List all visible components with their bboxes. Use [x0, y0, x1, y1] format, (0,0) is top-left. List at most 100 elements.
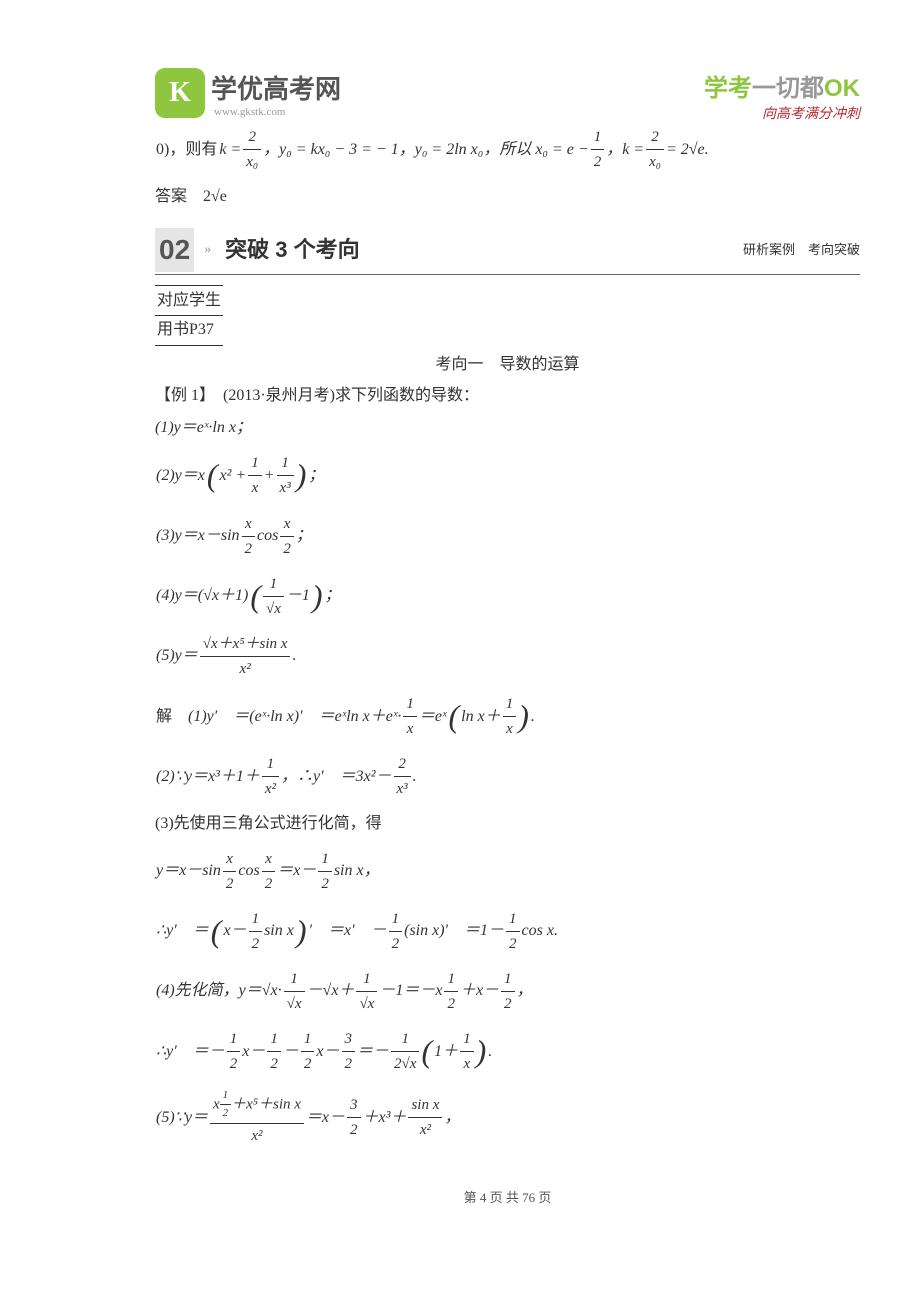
- fraction: sin xx²: [408, 1093, 442, 1142]
- denominator: √x: [284, 992, 305, 1016]
- fraction: 1x: [503, 692, 517, 741]
- eq-text: (4)y＝(√x＋1): [156, 583, 248, 609]
- fraction: 1x: [403, 692, 417, 741]
- eq-text: x－: [242, 1039, 265, 1065]
- eq-text: ∴y′ ＝－: [156, 1039, 225, 1065]
- reference-line-1: 对应学生: [155, 287, 223, 316]
- numerator: 1: [277, 451, 294, 476]
- paren-icon: ): [296, 450, 307, 501]
- numerator: 2: [243, 125, 261, 150]
- eq-text: ；: [296, 523, 312, 549]
- denominator: x²: [200, 657, 291, 681]
- denominator: x₀: [646, 150, 664, 174]
- eq-text: sin x: [264, 918, 294, 944]
- eq-text: ′ ＝x′ －: [309, 918, 387, 944]
- fraction: 12: [301, 1027, 315, 1076]
- numerator: x: [262, 847, 276, 872]
- fraction: 12: [501, 967, 515, 1016]
- denominator: 2: [506, 932, 520, 956]
- item-2: (2)y＝x ( x² + 1x + 1x³ ) ；: [155, 450, 860, 501]
- solution-label: 解: [156, 704, 172, 730]
- denominator: x³: [394, 777, 411, 801]
- eq-text: x² +: [220, 463, 247, 489]
- eq-text: x－: [223, 918, 246, 944]
- slogan: 学考一切都OK: [704, 68, 860, 103]
- eq-text: ＋x³＋: [363, 1105, 407, 1131]
- eq-text: ，: [517, 978, 533, 1004]
- eq-text: ＝x－: [277, 858, 316, 884]
- fraction: 12: [220, 1087, 232, 1123]
- eq-text: ；: [325, 583, 341, 609]
- eq-text: .: [531, 704, 535, 730]
- solution-3b: y＝x－sin x2 cos x2 ＝x－ 12 sin x，: [155, 847, 860, 896]
- numerator: 1: [284, 967, 305, 992]
- numerator: 1: [318, 847, 332, 872]
- fraction: 32: [342, 1027, 356, 1076]
- slogan-part2: 一切都: [752, 75, 824, 102]
- denominator: √x: [356, 992, 377, 1016]
- paren-icon: (: [421, 1026, 432, 1077]
- fraction: 32: [347, 1093, 361, 1142]
- paren-icon: (: [207, 450, 218, 501]
- fraction: 12: [389, 907, 403, 956]
- eq-text: ln x＋: [461, 704, 501, 730]
- denominator: 2: [280, 537, 294, 561]
- eq-text: 1＋: [434, 1039, 458, 1065]
- denominator: x²: [262, 777, 279, 801]
- numerator: 1: [263, 572, 284, 597]
- eq-text: ；: [308, 463, 324, 489]
- sub-slogan: 向高考满分冲刺: [704, 103, 860, 123]
- slogan-block: 学考一切都OK 向高考满分冲刺: [704, 68, 860, 123]
- fraction: x2: [242, 512, 256, 561]
- solution-3-text: (3)先使用三角公式进行化简，得: [155, 811, 860, 837]
- numerator: 1: [220, 1087, 232, 1106]
- item-4: (4)y＝(√x＋1) ( 1√x －1 ) ；: [155, 571, 860, 622]
- fraction: 2x³: [394, 752, 411, 801]
- denominator: 2: [347, 1118, 361, 1142]
- denominator: 2: [501, 992, 515, 1016]
- denominator: 2: [223, 872, 237, 896]
- eq-text: ＋x⁵＋sin x: [231, 1096, 301, 1112]
- denominator: x₀: [243, 150, 261, 174]
- fraction: 12: [506, 907, 520, 956]
- section-bar: 02 » 突破 3 个考向 研析案例 考向突破: [155, 228, 860, 276]
- eq-text: ，y₀ = kx₀ − 3 = − 1，y₀ = 2ln x₀，所以 x₀ = …: [263, 137, 589, 163]
- numerator: 1: [444, 967, 458, 992]
- eq-text: (2)∵y＝x³＋1＋: [156, 764, 260, 790]
- numerator: 1: [403, 692, 417, 717]
- denominator: x²: [408, 1118, 442, 1142]
- numerator: 1: [301, 1027, 315, 1052]
- numerator: 1: [506, 907, 520, 932]
- eq-text: cos: [257, 523, 278, 549]
- section-right-text: 研析案例 考向突破: [743, 240, 860, 261]
- denominator: 2: [227, 1052, 241, 1076]
- numerator: 1: [501, 967, 515, 992]
- solution-3c: ∴y′ ＝ ( x－ 12 sin x ) ′ ＝x′ － 12 (sin x)…: [155, 906, 860, 957]
- numerator: 1: [227, 1027, 241, 1052]
- top-equation: 0)，则有 k = 2x₀ ，y₀ = kx₀ − 3 = − 1，y₀ = 2…: [155, 125, 860, 174]
- fraction: 2x₀: [646, 125, 664, 174]
- subheading: 考向一 导数的运算: [155, 352, 860, 378]
- eq-text: .: [292, 643, 296, 669]
- fraction: 12: [227, 1027, 241, 1076]
- site-logo-block: K 学优高考网 www.gkstk.com: [155, 68, 341, 118]
- reference-line-2: 用书P37: [155, 316, 223, 344]
- fraction: x2: [280, 512, 294, 561]
- solution-1: 解 (1)y′ ＝(eˣ·ln x)′ ＝eˣln x＋eˣ· 1x ＝eˣ (…: [155, 691, 860, 742]
- eq-text: y＝x－sin: [156, 858, 221, 884]
- page-content: 0)，则有 k = 2x₀ ，y₀ = kx₀ − 3 = − 1，y₀ = 2…: [155, 125, 860, 1209]
- eq-text: (3)y＝x－sin: [156, 523, 240, 549]
- fraction: 12: [267, 1027, 281, 1076]
- fraction: 12: [591, 125, 605, 174]
- fraction: 12√x: [391, 1027, 419, 1076]
- numerator: x: [223, 847, 237, 872]
- fraction: √x＋x⁵＋sin xx²: [200, 632, 291, 681]
- numerator: x: [280, 512, 294, 537]
- item-5: (5)y＝ √x＋x⁵＋sin xx² .: [155, 632, 860, 681]
- numerator: 1: [503, 692, 517, 717]
- numerator: 1: [262, 752, 279, 777]
- eq-text: ＝eˣ: [419, 704, 447, 730]
- paren-icon: (: [449, 691, 460, 742]
- eq-text: (2)y＝x: [156, 463, 205, 489]
- fraction: 1x: [248, 451, 262, 500]
